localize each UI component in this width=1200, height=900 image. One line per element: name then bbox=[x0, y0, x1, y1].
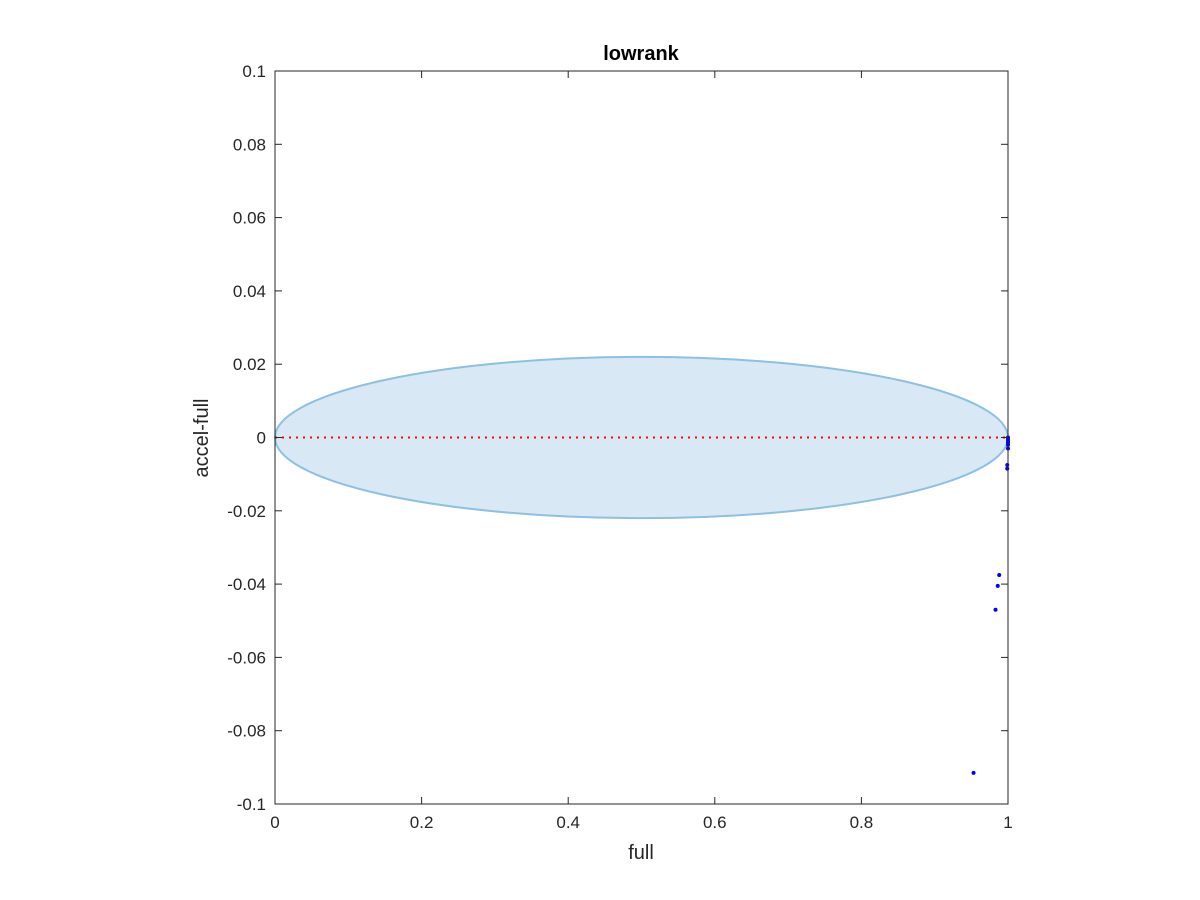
y-ticks: -0.1 -0.08 -0.06 -0.04 -0.02 0 0.02 0.04 0.06 0.0… bbox=[227, 62, 1008, 814]
y-tick-label: -0.1 bbox=[237, 795, 266, 814]
x-tick-label: 0.2 bbox=[410, 813, 434, 832]
data-point bbox=[1005, 466, 1010, 471]
y-tick-label: -0.04 bbox=[227, 575, 266, 594]
data-point bbox=[971, 770, 976, 775]
x-tick-label: 1 bbox=[1003, 813, 1012, 832]
y-tick-label: 0.1 bbox=[242, 62, 266, 81]
x-tick-label: 0.8 bbox=[850, 813, 874, 832]
y-tick-label: 0.02 bbox=[233, 355, 266, 374]
x-tick-label: 0.4 bbox=[556, 813, 580, 832]
y-tick-label: 0.04 bbox=[233, 282, 266, 301]
chart-title: lowrank bbox=[603, 43, 679, 65]
y-tick-label: 0.08 bbox=[233, 135, 266, 154]
data-point bbox=[995, 583, 1000, 588]
y-tick-label: -0.06 bbox=[227, 648, 266, 667]
y-tick-label: -0.08 bbox=[227, 722, 266, 741]
y-axis-label: accel-full bbox=[191, 399, 213, 478]
data-point bbox=[1005, 462, 1010, 467]
plot-area: 0 0.2 0.4 0.6 0.8 1 -0.1-0.08-0.06-0.04-0.020… bbox=[227, 62, 1012, 832]
y-tick-label: 0.06 bbox=[233, 209, 266, 228]
y-tick-label: 0 bbox=[257, 429, 266, 448]
data-point bbox=[993, 607, 998, 612]
points-layer bbox=[971, 435, 1010, 775]
data-point bbox=[997, 572, 1002, 577]
x-tick-label: 0.6 bbox=[703, 813, 727, 832]
x-ticks: 0 0.2 0.4 0.6 0.8 1 bbox=[270, 71, 1013, 832]
x-axis-label: full bbox=[628, 842, 654, 864]
y-tick-label: -0.02 bbox=[227, 502, 266, 521]
x-tick-label: 0 bbox=[270, 813, 279, 832]
